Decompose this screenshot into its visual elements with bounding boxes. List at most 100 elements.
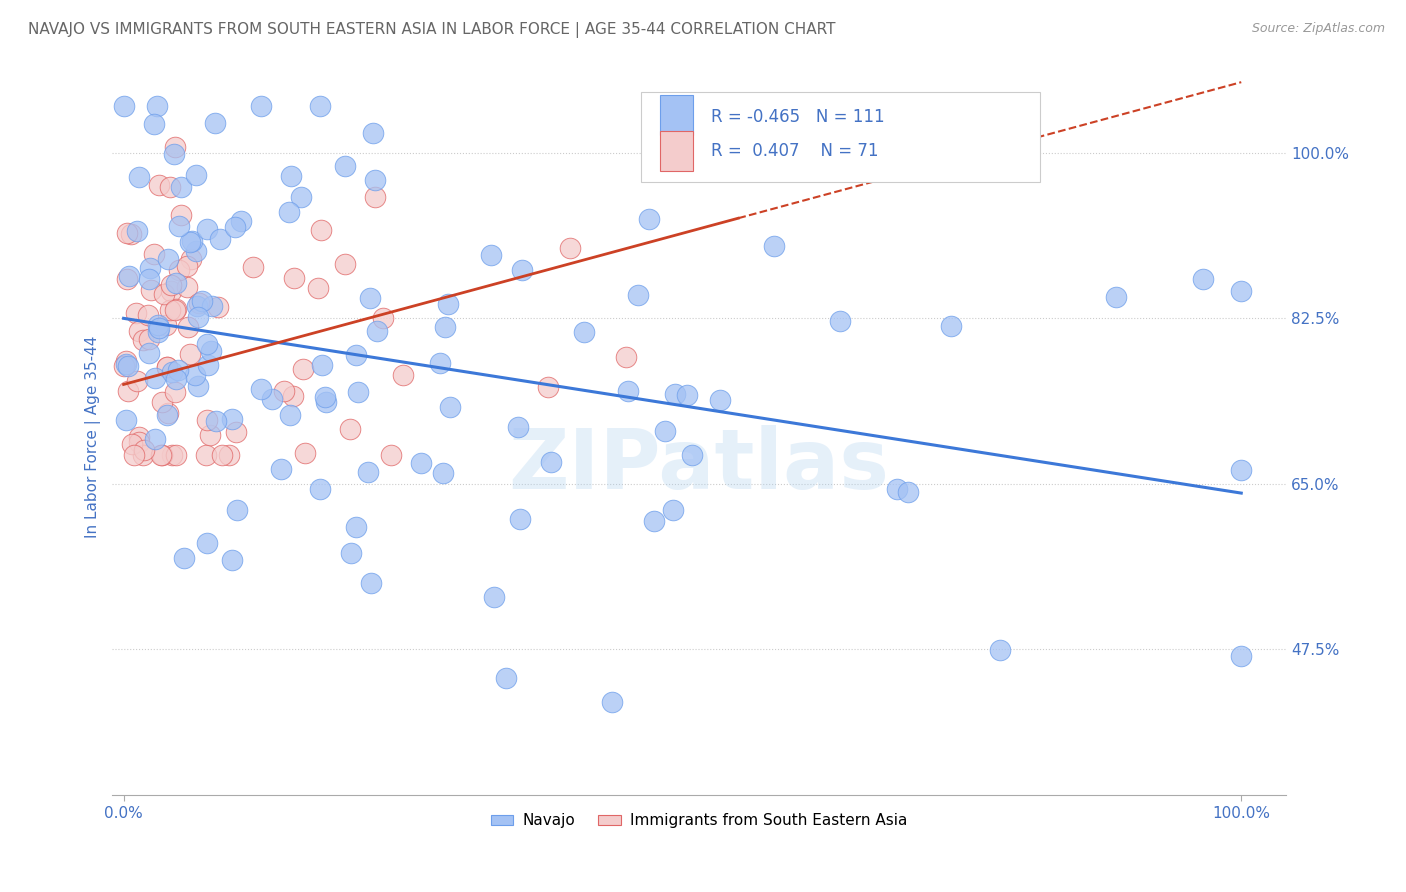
Point xyxy=(152,287,174,301)
Point xyxy=(117,269,139,284)
Point xyxy=(197,536,219,550)
Point xyxy=(439,400,461,414)
Point xyxy=(184,168,207,182)
Point xyxy=(361,126,384,140)
Point xyxy=(121,436,143,450)
Point xyxy=(157,406,180,420)
Point xyxy=(495,671,517,685)
Point xyxy=(156,409,179,423)
Point xyxy=(371,311,394,326)
Point xyxy=(169,263,191,277)
Point xyxy=(482,590,505,604)
Point xyxy=(176,280,198,294)
Point xyxy=(225,425,247,439)
Text: R = -0.465   N = 111: R = -0.465 N = 111 xyxy=(711,108,884,127)
Point xyxy=(506,420,529,434)
Point xyxy=(270,462,292,476)
Point xyxy=(315,395,337,409)
Point xyxy=(150,448,173,462)
Point xyxy=(156,252,179,267)
Point xyxy=(173,551,195,566)
Point xyxy=(429,356,451,370)
Point xyxy=(112,99,135,113)
Point xyxy=(537,380,560,394)
Bar xyxy=(661,131,693,170)
Point xyxy=(128,170,150,185)
Point xyxy=(187,296,209,310)
Point xyxy=(314,390,336,404)
Point xyxy=(120,227,142,242)
Point xyxy=(179,235,201,249)
Point xyxy=(664,387,686,401)
Point xyxy=(307,281,329,295)
Point xyxy=(1230,649,1253,664)
Point xyxy=(572,325,595,339)
Point xyxy=(357,465,380,479)
Point xyxy=(292,362,315,376)
Point xyxy=(661,156,683,170)
Point xyxy=(163,147,186,161)
Point xyxy=(309,482,332,496)
Point xyxy=(512,263,534,277)
Point xyxy=(160,448,183,462)
Point xyxy=(197,358,219,372)
Point xyxy=(897,485,920,500)
Point xyxy=(380,448,402,462)
Point xyxy=(364,190,387,204)
Point xyxy=(1104,290,1126,304)
Point xyxy=(681,448,703,462)
Point xyxy=(204,116,226,130)
Point xyxy=(278,408,301,422)
Point xyxy=(138,332,160,346)
Point xyxy=(277,205,299,219)
Point xyxy=(333,160,356,174)
Point xyxy=(637,211,659,226)
Point xyxy=(654,424,676,438)
Point xyxy=(195,337,218,351)
Point xyxy=(152,448,174,462)
Point xyxy=(160,277,183,292)
Point xyxy=(117,359,139,373)
Point xyxy=(195,413,218,427)
Point xyxy=(138,272,160,286)
Point xyxy=(115,272,138,286)
Point xyxy=(207,300,229,314)
Point xyxy=(260,392,283,406)
Point xyxy=(146,318,169,332)
Point xyxy=(709,393,731,408)
Point xyxy=(346,384,368,399)
Point xyxy=(180,252,202,267)
Point xyxy=(344,520,367,534)
Point xyxy=(333,257,356,271)
Point xyxy=(117,384,139,399)
Point xyxy=(540,455,562,469)
Point xyxy=(156,360,179,375)
Point xyxy=(163,139,186,153)
Point xyxy=(602,695,624,709)
Point xyxy=(200,428,222,442)
Point xyxy=(184,244,207,258)
Point xyxy=(195,448,218,462)
Point xyxy=(117,226,139,240)
Point xyxy=(280,169,302,184)
Point xyxy=(1230,463,1253,477)
Point xyxy=(115,357,138,371)
Point xyxy=(187,310,209,324)
Point xyxy=(242,260,264,274)
Point xyxy=(132,333,155,347)
Point xyxy=(165,301,187,316)
Point xyxy=(114,354,136,368)
Point xyxy=(165,448,187,462)
Point xyxy=(308,99,330,113)
Point xyxy=(627,288,650,302)
Point xyxy=(156,360,179,375)
Point xyxy=(127,375,149,389)
Bar xyxy=(661,95,693,135)
Point xyxy=(112,359,135,374)
Point xyxy=(201,299,224,313)
Point xyxy=(828,314,851,328)
Point xyxy=(617,384,640,399)
Point xyxy=(294,446,316,460)
Point xyxy=(479,248,502,262)
Point xyxy=(273,384,295,398)
